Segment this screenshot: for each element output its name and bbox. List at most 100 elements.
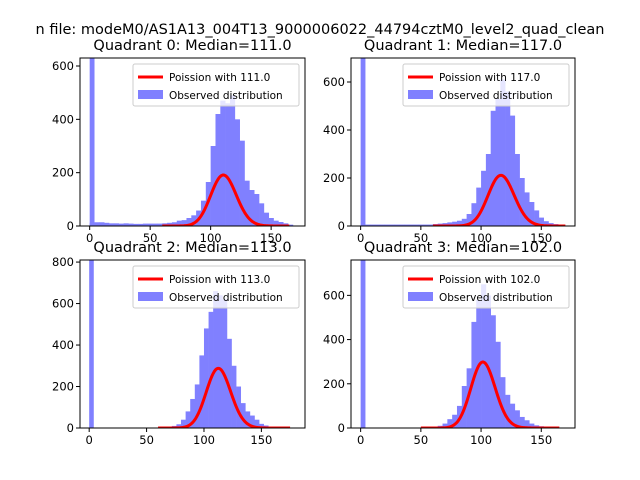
observed-bar (128, 223, 134, 226)
observed-bar (236, 386, 242, 428)
observed-bar (186, 218, 192, 226)
observed-bar (538, 217, 544, 226)
observed-bar (181, 419, 186, 428)
observed-bar (481, 170, 487, 226)
observed-bar (370, 224, 376, 226)
observed-bar (259, 203, 265, 226)
observed-bar (529, 202, 535, 226)
x-tick-label: 0 (86, 433, 93, 447)
observed-bar (413, 224, 419, 226)
observed-bar (157, 223, 163, 226)
observed-bar (403, 224, 410, 226)
observed-bar (461, 218, 467, 226)
observed-bar (543, 221, 549, 226)
observed-bar (226, 338, 232, 428)
x-tick-label: 150 (260, 231, 282, 245)
observed-bar (466, 214, 472, 226)
y-tick-label: 0 (338, 219, 345, 233)
observed-bar (456, 220, 463, 226)
observed-bar (215, 114, 221, 226)
observed-bar-spike (360, 260, 366, 428)
observed-bar (365, 224, 371, 226)
observed-bar (208, 311, 214, 428)
observed-bar (452, 221, 458, 226)
observed-bar (222, 299, 228, 428)
x-tick-label: 50 (139, 433, 154, 447)
x-tick-label: 0 (357, 231, 364, 245)
axes-frame (350, 57, 576, 227)
legend: Poission with 102.0 Observed distribution (402, 265, 570, 309)
observed-bar (118, 223, 124, 226)
observed-bar (245, 411, 251, 428)
x-tick-label: 50 (414, 433, 429, 447)
observed-bar (278, 222, 284, 226)
x-tick-label: 0 (86, 231, 93, 245)
observed-bar (519, 416, 525, 428)
observed-bar (442, 423, 448, 428)
observed-bar (191, 215, 197, 226)
observed-bar (194, 384, 200, 428)
y-tick-label: 200 (52, 380, 74, 394)
x-tick-label: 150 (250, 433, 272, 447)
observed-bar (104, 222, 110, 226)
legend: Poission with 111.0 Observed distribution (132, 63, 300, 107)
plot-area (89, 58, 294, 226)
observed-bar (138, 223, 144, 226)
observed-bar (509, 115, 516, 226)
y-tick-label: 400 (323, 333, 345, 347)
legend-swatch-observed (138, 90, 163, 99)
observed-bar (375, 224, 381, 226)
legend-label-observed: Observed distribution (439, 292, 553, 304)
observed-bar (213, 291, 219, 428)
legend-box (132, 265, 300, 309)
observed-bar (147, 223, 153, 226)
panel-quadrant-0: 0 50 100 150 0 200 400 600 Quadrant 0: Median=11… (52, 38, 306, 245)
legend-label-poisson: Poission with 113.0 (169, 274, 270, 286)
observed-bar (244, 180, 250, 226)
observed-bar (199, 355, 205, 428)
observed-bar (389, 224, 395, 226)
y-tick-label: 600 (52, 59, 74, 73)
observed-bar (423, 224, 429, 226)
observed-bar (185, 411, 191, 428)
x-tick-label: 0 (357, 433, 364, 447)
observed-bar (418, 224, 424, 226)
axes-frame (79, 57, 306, 227)
legend: Poission with 117.0 Observed distribution (402, 63, 570, 107)
observed-bar (167, 222, 173, 226)
observed-bar (485, 154, 491, 226)
y-tick-label: 400 (52, 338, 74, 352)
observed-bar (171, 222, 178, 226)
observed-bar (524, 420, 530, 428)
observed-bar (447, 419, 453, 428)
panel-title: Quadrant 2: Median=113.0 (93, 240, 291, 256)
legend-swatch-observed (138, 292, 163, 301)
x-tick-label: 100 (470, 231, 492, 245)
observed-bar (254, 419, 260, 428)
observed-bar (505, 91, 511, 226)
x-tick-label: 100 (200, 231, 222, 245)
observed-bar (452, 414, 458, 428)
observed-bar (500, 377, 506, 428)
y-tick-label: 400 (52, 112, 74, 126)
observed-bar (230, 95, 236, 226)
observed-bar (495, 98, 501, 226)
observed-bar (220, 100, 226, 226)
y-tick-label: 600 (323, 288, 345, 302)
observed-bar (490, 110, 496, 226)
panel-quadrant-3: 0 50 100 150 0 200 400 600 Quadrant 3: Median=10… (323, 240, 576, 447)
observed-bar (263, 212, 270, 226)
y-tick-label: 0 (67, 421, 74, 435)
observed-bar (181, 220, 187, 226)
x-tick-label: 100 (470, 433, 492, 447)
observed-bar (514, 410, 520, 428)
observed-bar (384, 224, 390, 226)
legend-label-observed: Observed distribution (439, 90, 553, 102)
observed-bar (94, 222, 100, 226)
observed-bar (505, 394, 511, 428)
observed-bar (408, 224, 414, 226)
axes-frame (79, 259, 306, 429)
plot-area (360, 58, 566, 226)
observed-bar (109, 223, 115, 226)
